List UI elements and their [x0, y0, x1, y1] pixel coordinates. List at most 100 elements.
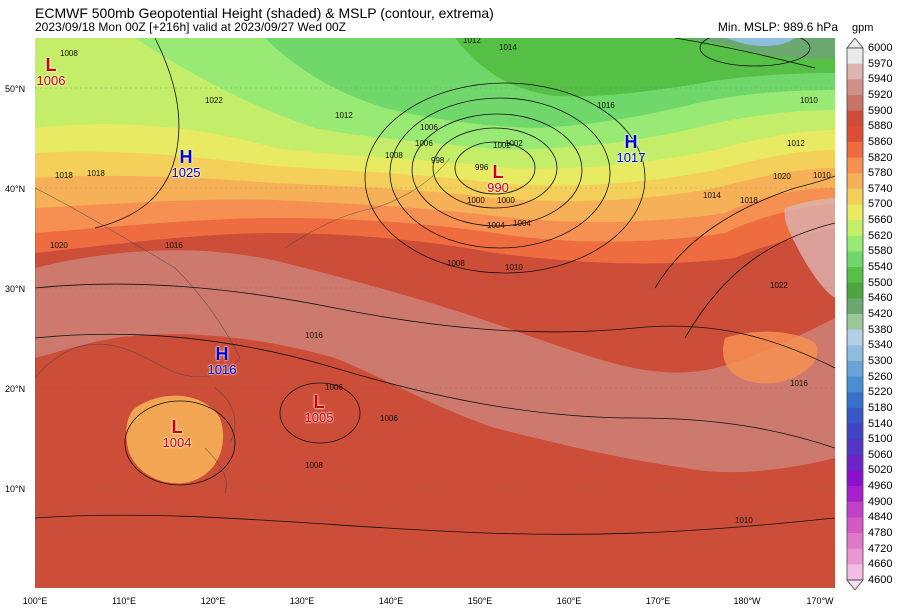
contour-label: 1018	[740, 196, 758, 205]
colorbar-level-label: 5860	[868, 135, 893, 148]
colorbar-level-label: 5060	[868, 448, 893, 461]
contour-label: 1018	[55, 171, 73, 180]
colorbar-swatch	[847, 548, 863, 565]
lat-label: 20°N	[5, 384, 26, 394]
contour-labels: 1012 1014 1002 1000 1006 1004 1010 1016 …	[50, 38, 831, 525]
colorbar-level-label: 5900	[868, 104, 893, 117]
colorbar-swatch	[847, 204, 863, 221]
colorbar-level-label: 5780	[868, 167, 893, 180]
high-letter: H	[179, 147, 193, 167]
colorbar-level-label: 5700	[868, 198, 893, 211]
colorbar-level-label: 5260	[868, 370, 893, 383]
contour-label: 1016	[305, 331, 323, 340]
map-panel[interactable]: 1012 1014 1002 1000 1006 1004 1010 1016 …	[35, 38, 835, 588]
contour-label: 1006	[380, 414, 398, 423]
colorbar-swatch	[847, 63, 863, 80]
colorbar-level-label: 5300	[868, 354, 893, 367]
colorbar-level-label: 5380	[868, 323, 893, 336]
ridge-5900	[35, 250, 835, 473]
graticule	[35, 87, 835, 489]
colorbar-level-label: 5580	[868, 245, 893, 258]
colorbar-swatch	[847, 423, 863, 440]
colorbar-swatch	[847, 533, 863, 550]
colorbar-level-label: 5740	[868, 182, 893, 195]
low-pressure-marker: L 1005	[305, 393, 334, 424]
colorbar-swatch	[847, 79, 863, 96]
lon-label: 170°W	[806, 596, 834, 606]
colorbar-swatch	[847, 564, 863, 581]
lon-label: 130°E	[289, 596, 315, 606]
colorbar-swatch	[847, 173, 863, 190]
colorbar-swatch	[847, 360, 863, 378]
colorbar-swatch	[847, 235, 863, 252]
low-pressure-marker: L 990	[487, 163, 509, 194]
contour-label: 1004	[487, 221, 505, 230]
contour-label: 1008	[60, 49, 78, 58]
coastline-japan	[284, 157, 451, 249]
colorbar-swatch	[847, 501, 863, 518]
contour-label: 998	[431, 156, 445, 165]
contour-label: 1014	[703, 191, 721, 200]
colorbar-swatch	[847, 141, 863, 159]
colorbar-level-label: 5880	[868, 120, 893, 133]
colorbar-level-label: 5220	[868, 386, 893, 399]
colorbar-swatch	[847, 329, 863, 346]
colorbar-level-label: 4780	[868, 527, 893, 540]
colorbar-level-label: 5460	[868, 292, 893, 305]
colorbar-level-label: 5970	[868, 57, 893, 70]
colorbar-level-label: 5420	[868, 308, 893, 320]
low-pressure-marker: L 1006	[37, 56, 66, 87]
contour-label: 1008	[385, 151, 403, 160]
low-letter: L	[313, 392, 325, 412]
contour-label: 1010	[505, 263, 523, 272]
isobars	[35, 38, 835, 535]
contour-label: 1004	[513, 219, 531, 228]
lat-label: 30°N	[5, 284, 26, 294]
warm-pocket-south	[126, 395, 224, 484]
low-pressure-marker: L 1004	[163, 418, 192, 449]
colorbar-swatch	[847, 454, 863, 471]
colorbar-level-label: 5540	[868, 261, 893, 274]
colorbar-swatch	[847, 220, 863, 237]
contour-label: 996	[475, 163, 489, 172]
low-value: 990	[487, 180, 509, 195]
ridge-5940	[784, 198, 835, 298]
high-pressure-marker: H 1016	[208, 345, 237, 376]
colorbar-swatch	[847, 251, 863, 268]
colorbar-level-label: 4600	[868, 574, 893, 586]
colorbar-swatch	[847, 439, 863, 456]
high-letter: H	[624, 132, 638, 152]
colorbar-level-label: 5500	[868, 276, 893, 289]
high-value: 1017	[616, 150, 646, 165]
contour-label: 1022	[205, 96, 223, 105]
contour-label: 1016	[165, 241, 183, 250]
min-mslp-readout: Min. MSLP: 989.6 hPa	[717, 20, 838, 34]
contour-label: 1020	[50, 241, 68, 250]
contour-label: 1016	[597, 101, 615, 110]
colorbar-swatch	[847, 517, 863, 534]
colorbar-swatch	[847, 376, 863, 393]
contour-label: 1014	[499, 43, 517, 52]
colorbar-swatch	[847, 314, 863, 331]
colorbar-frame	[846, 47, 864, 581]
contour-label: 1006	[420, 123, 438, 132]
contour-label: 1012	[463, 38, 481, 45]
low-letter: L	[492, 162, 504, 182]
colorbar-level-label: 5140	[868, 417, 893, 430]
contour-label: 1006	[325, 383, 343, 392]
colorbar-level-label: 5100	[868, 433, 893, 446]
low-value: 1005	[304, 410, 334, 425]
colorbar-level-label: 5920	[868, 88, 893, 101]
contour-label: 1006	[415, 139, 433, 148]
colorbar-level-label: 5180	[868, 401, 893, 414]
band-5540	[455, 38, 835, 97]
warm-pocket	[723, 331, 818, 384]
colorbar-level-label: 5820	[868, 151, 893, 164]
colorbar-swatch	[847, 407, 863, 425]
contour-label: 1022	[770, 281, 788, 290]
lat-label: 10°N	[5, 484, 26, 494]
colorbar-swatch	[847, 298, 863, 315]
colorbar-swatch	[847, 110, 863, 127]
contour-label: 1020	[773, 172, 791, 181]
low-value: 1006	[36, 73, 66, 88]
